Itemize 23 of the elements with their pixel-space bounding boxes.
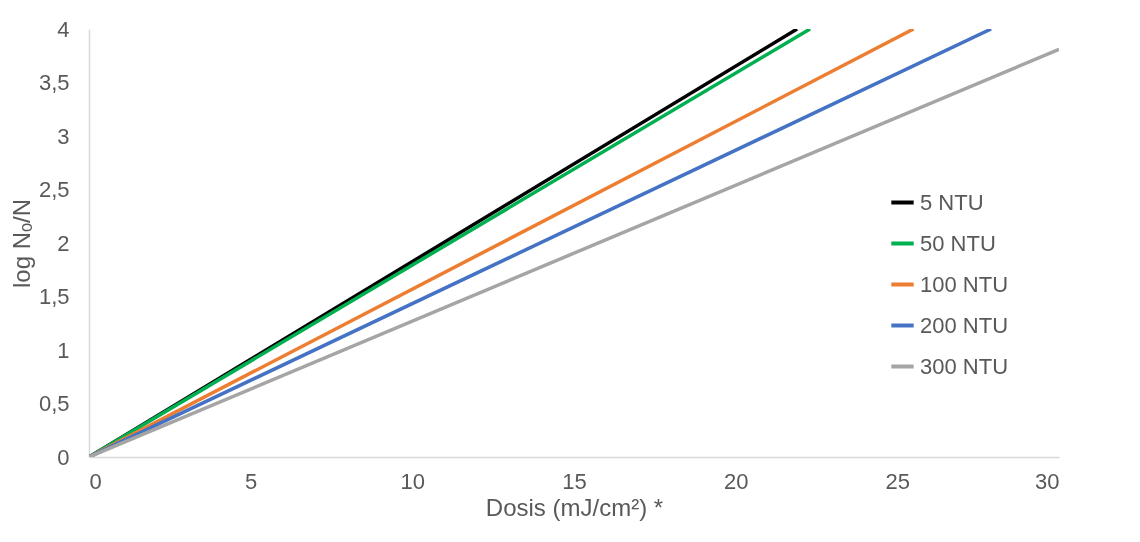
y-tick-label: 3 [57, 123, 70, 149]
x-tick-label: 30 [1035, 468, 1060, 494]
x-tick-label: 0 [89, 468, 102, 494]
x-tick-label: 20 [723, 468, 749, 494]
y-tick-label: 2 [57, 230, 70, 256]
y-tick-label: 4 [57, 16, 70, 42]
x-tick-label: 25 [885, 468, 911, 494]
x-tick-label: 5 [245, 468, 258, 494]
legend-label: 5 NTU [920, 189, 984, 215]
x-tick-label: 15 [562, 468, 587, 494]
legend-label: 200 NTU [920, 312, 1009, 338]
y-tick-label: 2,5 [38, 177, 70, 202]
y-tick-label: 3,5 [38, 70, 70, 95]
y-axis-title: log Nₒ/N [7, 198, 35, 289]
x-tick-label: 10 [400, 468, 426, 494]
y-tick-label: 0,5 [38, 391, 70, 416]
x-axis-title: Dosis (mJ/cm²) * [485, 493, 664, 521]
legend-label: 50 NTU [920, 230, 996, 256]
y-tick-label: 1,5 [38, 284, 70, 309]
y-tick-label: 1 [57, 337, 70, 363]
legend-label: 100 NTU [920, 271, 1009, 297]
y-tick-label: 0 [57, 444, 70, 470]
legend-label: 300 NTU [920, 353, 1009, 379]
